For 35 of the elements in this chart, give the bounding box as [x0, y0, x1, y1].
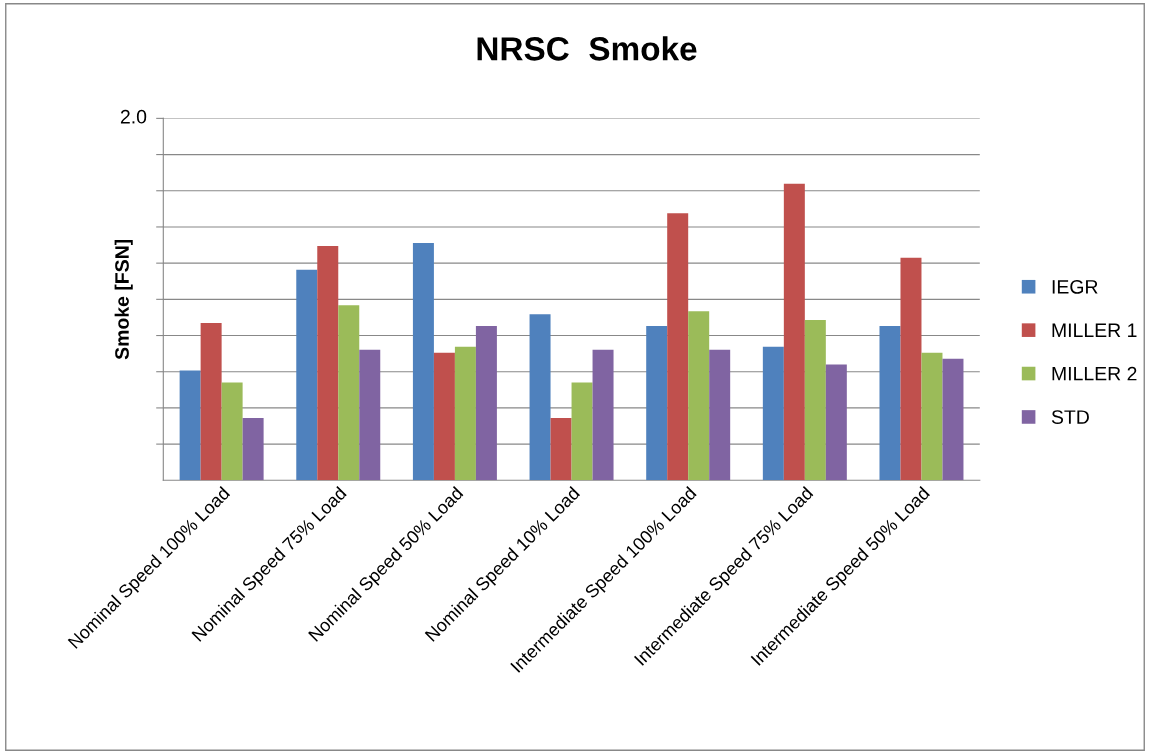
bar [879, 326, 901, 481]
bar [179, 370, 201, 481]
bar [296, 269, 318, 481]
bar [804, 320, 826, 481]
bar [783, 183, 805, 481]
bar [646, 326, 668, 481]
legend-label: IEGR [1052, 279, 1098, 294]
bar [709, 349, 731, 481]
legend-label: STD [1051, 410, 1089, 424]
chart-title: NRSC Smoke [477, 36, 697, 61]
bar [825, 364, 847, 481]
bar [900, 257, 922, 481]
text: 2.0 [120, 109, 147, 124]
bar [200, 323, 222, 481]
bar [475, 326, 497, 481]
bar [317, 245, 339, 481]
bar [942, 358, 964, 481]
bar [667, 213, 689, 481]
bar [242, 418, 264, 481]
bar [433, 352, 455, 481]
bar [412, 242, 434, 481]
legend-label: MILLER 1 [1052, 323, 1137, 337]
bar [762, 346, 784, 481]
bar [571, 382, 593, 481]
bar [592, 349, 614, 481]
bar [359, 349, 381, 481]
bar [454, 346, 476, 481]
bar [529, 314, 551, 481]
bar [921, 352, 943, 481]
legend-label: MILLER 2 [1052, 366, 1137, 381]
bar [688, 311, 710, 481]
y-axis-title: Smoke [FSN] [114, 239, 133, 360]
bar [338, 305, 360, 481]
bar [550, 418, 572, 481]
bar [221, 382, 243, 481]
